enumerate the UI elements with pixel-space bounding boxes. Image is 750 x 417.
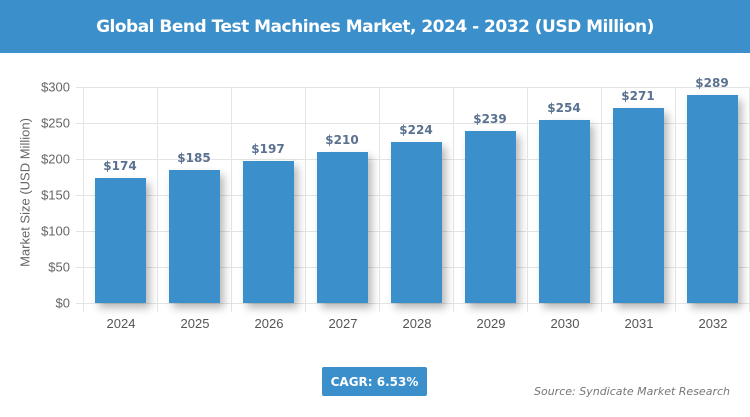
x-tick-label: 2030	[550, 316, 580, 331]
gridline-vertical	[83, 87, 84, 312]
x-tick-label: 2025	[180, 316, 210, 331]
x-tick-label: 2026	[254, 316, 284, 331]
gridline-vertical	[675, 87, 676, 312]
bar-2031	[613, 107, 664, 303]
bar-2028	[391, 141, 442, 303]
bar-value-label: $254	[547, 101, 581, 116]
gridline	[76, 123, 750, 124]
bar-2032	[687, 94, 738, 303]
source-note: Source: Syndicate Market Research	[534, 385, 730, 398]
y-tick-label: $50	[48, 259, 70, 275]
x-tick-label: 2024	[106, 316, 136, 331]
y-tick-label: $0	[55, 295, 70, 311]
bar-value-label: $271	[621, 88, 655, 103]
bar-2024	[95, 177, 146, 303]
bar-value-label: $210	[325, 132, 359, 147]
x-tick-label: 2027	[328, 316, 358, 331]
y-tick-label: $100	[41, 223, 70, 239]
bar-value-label: $185	[177, 150, 211, 165]
bar-value-label: $174	[103, 158, 137, 173]
gridline	[76, 87, 750, 88]
gridline-vertical	[601, 87, 602, 312]
x-tick-label: 2031	[624, 316, 654, 331]
bar-value-label: $197	[251, 142, 285, 157]
gridline-vertical	[305, 87, 306, 312]
x-tick-label: 2032	[698, 316, 728, 331]
x-tick-label: 2029	[476, 316, 506, 331]
bar-2030	[539, 120, 590, 303]
y-tick-label: $200	[41, 151, 70, 167]
x-tick-label: 2028	[402, 316, 432, 331]
bar-2027	[317, 151, 368, 303]
gridline-vertical	[453, 87, 454, 312]
gridline-vertical	[157, 87, 158, 312]
y-tick-label: $150	[41, 187, 70, 203]
cagr-badge: CAGR: 6.53%	[322, 367, 427, 396]
bar-2025	[169, 169, 220, 303]
bar-2026	[243, 161, 294, 303]
bar-value-label: $289	[695, 75, 729, 90]
y-tick-label: $300	[41, 79, 70, 95]
gridline-vertical	[379, 87, 380, 312]
gridline	[76, 303, 750, 304]
y-tick-label: $250	[41, 115, 70, 131]
chart-header: Global Bend Test Machines Market, 2024 -…	[0, 0, 750, 53]
gridline-vertical	[231, 87, 232, 312]
bar-2029	[465, 130, 516, 303]
bar-value-label: $239	[473, 111, 507, 126]
gridline-vertical	[527, 87, 528, 312]
chart-title: Global Bend Test Machines Market, 2024 -…	[96, 16, 654, 37]
bar-value-label: $224	[399, 122, 433, 137]
